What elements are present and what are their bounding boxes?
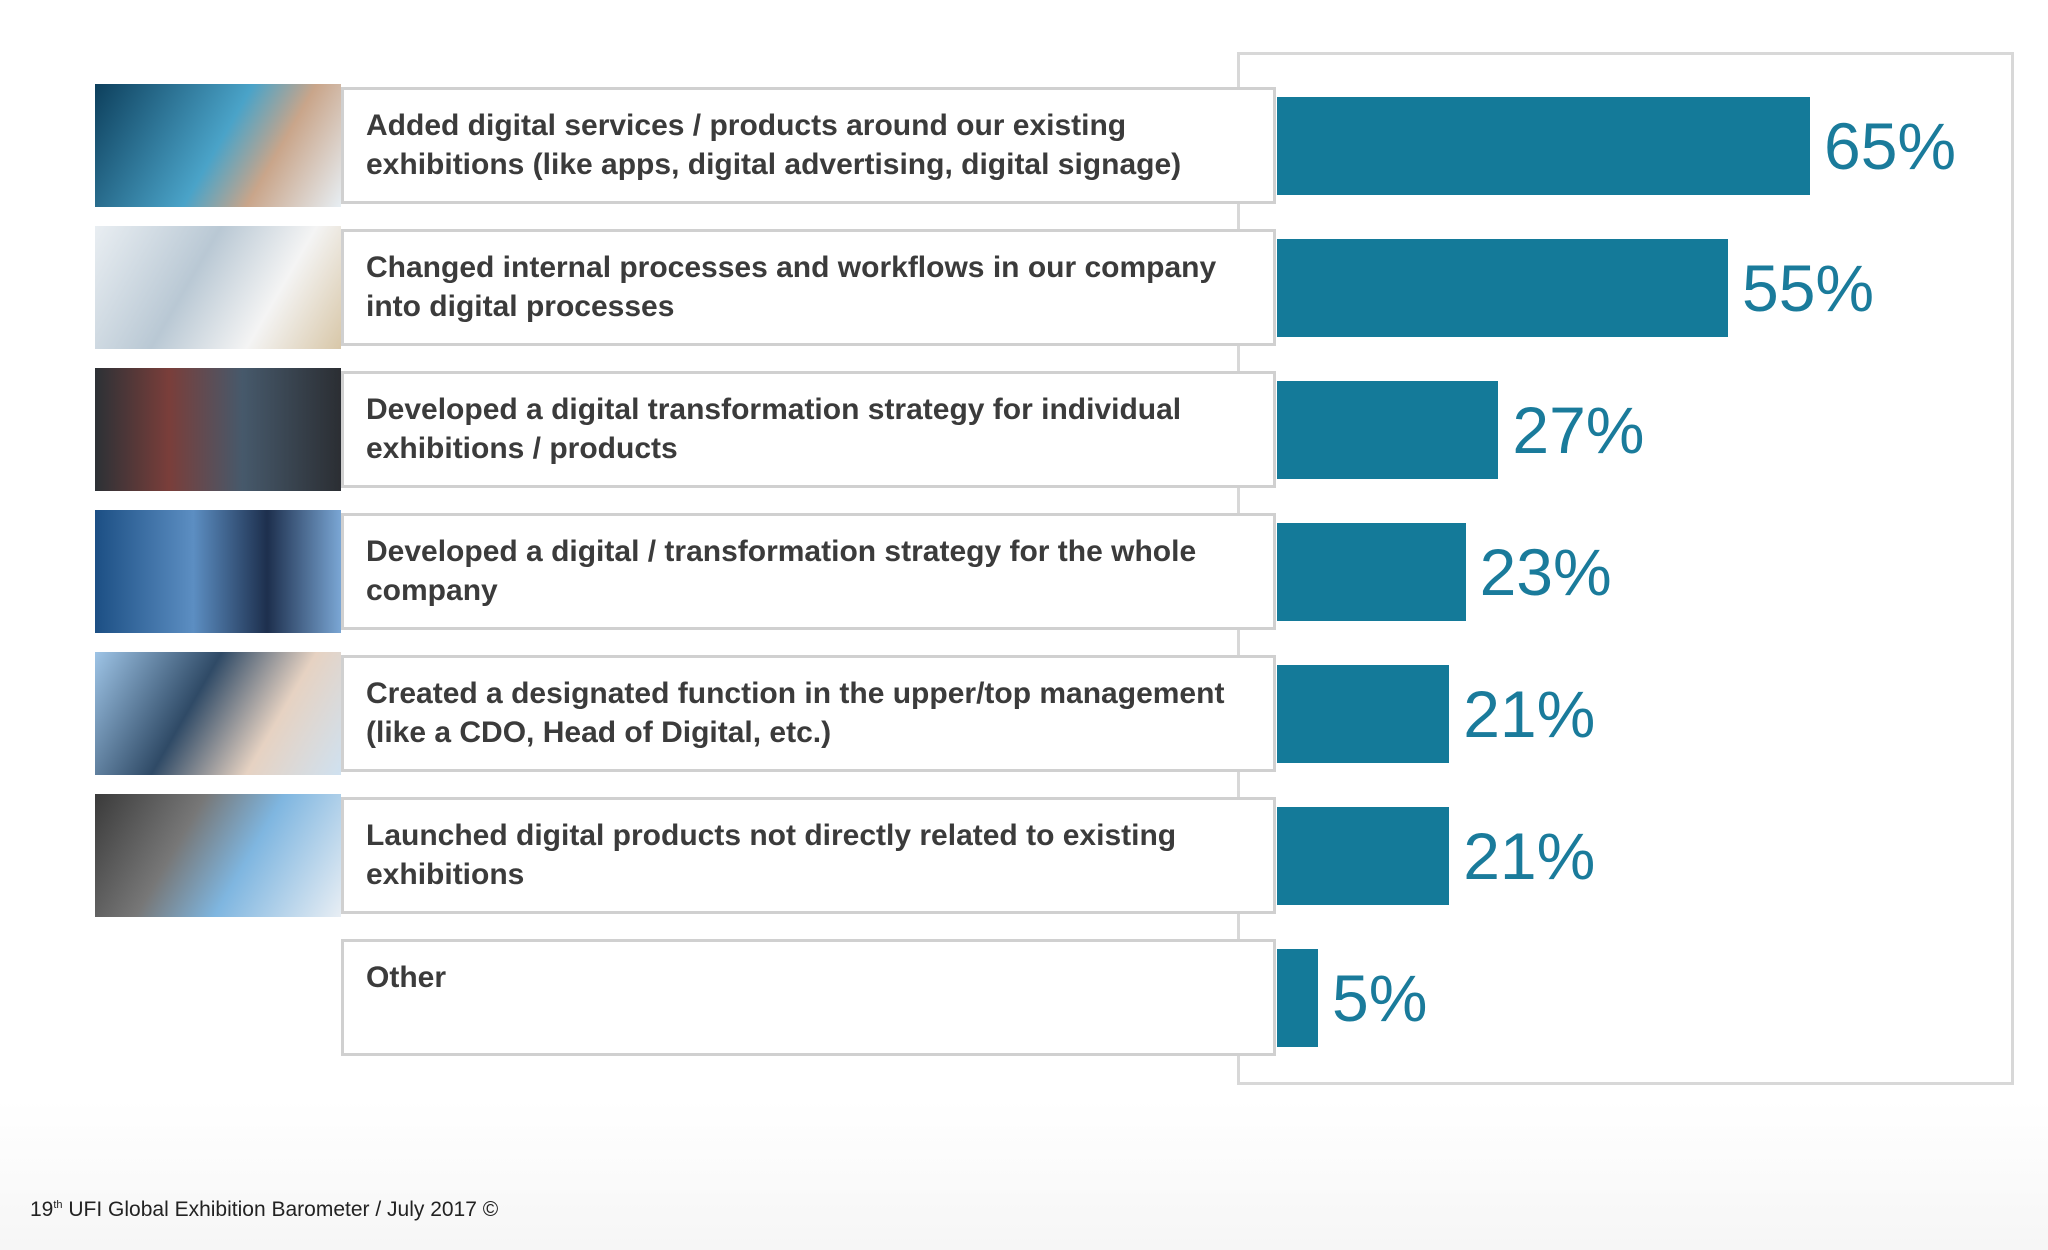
photo <box>95 84 341 207</box>
label-box <box>341 371 1276 488</box>
category-label: Developed a digital transformation strat… <box>366 393 1182 465</box>
value-label: 55% <box>1742 250 1875 325</box>
value-label: 21% <box>1463 818 1596 893</box>
bar <box>1277 522 1466 621</box>
footer-suffix: th <box>53 1199 63 1211</box>
bar <box>1277 948 1318 1047</box>
category-label: Added digital services / products around… <box>366 109 1182 181</box>
bar <box>1277 806 1450 905</box>
footer-text: UFI Global Exhibition Barometer / July 2… <box>62 1198 499 1221</box>
value-label: 23% <box>1479 534 1612 609</box>
category-label: Created a designated function in the upp… <box>366 677 1225 749</box>
footer-number: 19 <box>30 1198 54 1221</box>
footer: 19th UFI Global Exhibition Barometer / J… <box>30 1198 498 1222</box>
bar <box>1277 664 1450 763</box>
value-label: 65% <box>1824 108 1957 183</box>
bar <box>1277 380 1499 479</box>
value-label: 21% <box>1463 676 1596 751</box>
value-label: 27% <box>1512 392 1645 467</box>
photo <box>95 794 341 917</box>
label-box <box>341 797 1276 914</box>
label-box <box>341 513 1276 630</box>
photo <box>95 368 341 491</box>
label-box <box>341 87 1276 204</box>
category-label: Developed a digital / transformation str… <box>366 535 1197 607</box>
photo <box>95 226 341 349</box>
bar <box>1277 238 1728 337</box>
label-box <box>341 229 1276 346</box>
category-label: Changed internal processes and workflows… <box>366 251 1217 323</box>
label-box <box>341 655 1276 772</box>
photo <box>95 510 341 633</box>
category-label: Launched digital products not directly r… <box>366 819 1177 891</box>
bar <box>1277 96 1810 195</box>
value-label: 5% <box>1332 960 1428 1035</box>
category-label: Other <box>366 961 447 994</box>
photo <box>95 652 341 775</box>
label-box <box>341 939 1276 1056</box>
